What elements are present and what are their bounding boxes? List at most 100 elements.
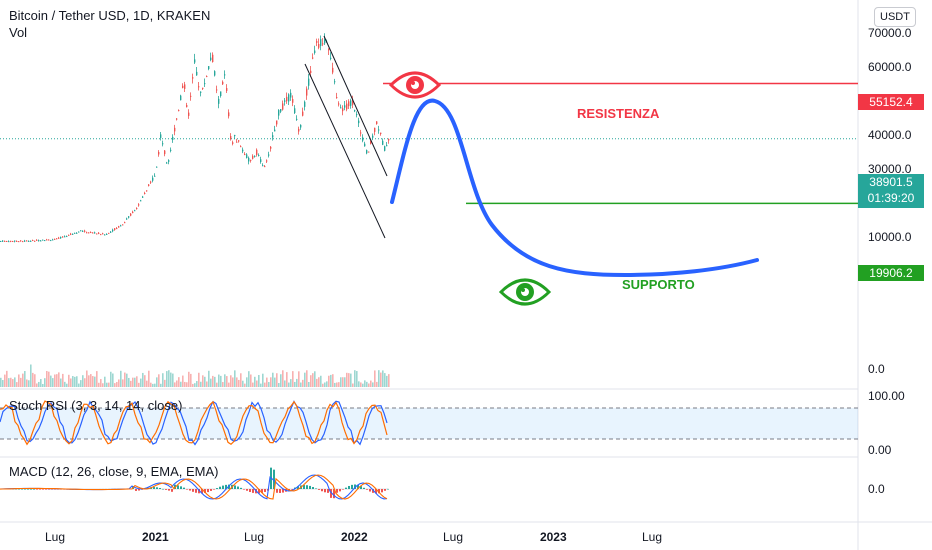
candle-body [328,49,330,51]
volume-bar [266,377,268,387]
macd-histogram-bar [381,489,383,493]
volume-bar [238,379,240,387]
volume-bar [298,371,300,387]
volume-bar [142,372,144,387]
macd-histogram-bar [216,488,218,489]
volume-bar [110,371,112,387]
macd-histogram-bar [195,489,197,493]
macd-histogram-bar [372,489,374,493]
candle-body [352,99,354,105]
volume-bar [232,377,234,387]
candle-body [284,100,286,102]
volume-bar [180,381,182,387]
macd-histogram-bar [162,488,164,490]
macd-histogram-bar [276,489,278,493]
volume-bar [92,376,94,387]
stoch-rsi-label[interactable]: Stoch RSI (3, 3, 14, 14, close) [9,398,183,413]
candle-body [344,105,346,108]
candle-body [252,155,254,159]
volume-bar [282,370,284,387]
volume-bar [212,375,214,387]
candle-body [2,240,4,242]
candle-body [140,200,142,202]
candle-body [262,165,264,167]
candle-body [62,236,64,238]
candle-body [218,98,220,104]
volume-bar [138,382,140,387]
candle-body [350,100,352,106]
candle-body [28,240,30,242]
macd-histogram-bar [33,488,35,490]
candle-body [264,166,266,168]
volume-bar [340,377,342,387]
volume-bar [204,376,206,387]
volume-bar [18,374,20,387]
candle-body [310,70,312,74]
macd-histogram-bar [135,489,137,491]
price-tick-label: 70000.0 [868,26,912,40]
time-tick-label: Lug [642,530,662,544]
candle-body [346,103,348,110]
macd-histogram-bar [201,489,203,494]
volume-bar [270,377,272,387]
macd-histogram-bar [24,488,26,490]
candle-body [10,240,12,242]
volume-bar [234,370,236,387]
volume-bar [148,370,150,387]
candle-body [242,149,244,152]
macd-histogram-bar [279,489,281,493]
candle-body [212,54,214,63]
volume-bar [126,373,128,387]
candle-body [200,91,202,93]
volume-bar [2,380,4,387]
candle-body [156,166,158,168]
volume-bar [14,377,16,387]
volume-bar [302,379,304,387]
macd-histogram-bar [330,489,332,498]
macd-label[interactable]: MACD (12, 26, close, 9, EMA, EMA) [9,464,219,479]
candle-body [276,120,278,125]
volume-bar [12,379,14,387]
volume-bar [206,381,208,387]
volume-bar [32,372,34,387]
resistance-label: RESISTENZA [577,106,660,121]
current-price-badge: 38901.5 01:39:20 [858,174,924,208]
candle-body [300,124,302,128]
volume-bar [156,377,158,387]
volume-bar [48,371,50,387]
candle-body [84,230,86,232]
volume-bar [86,370,88,387]
volume-bar [4,374,6,387]
volume-bar [354,370,356,387]
candle-body [348,101,350,107]
macd-histogram-bar [207,489,209,493]
stoch-rsi-k-line [0,400,388,446]
macd-histogram-bar [369,489,371,492]
macd-histogram-bar [54,489,56,490]
currency-button[interactable]: USDT [874,7,916,27]
candle-body [104,234,106,236]
volume-bar [222,382,224,387]
macd-histogram-bar [186,489,188,490]
volume-bar [366,381,368,387]
macd-histogram-bar [351,484,353,489]
candle-body [356,114,358,116]
macd-histogram-bar [336,489,338,493]
candle-body [20,240,22,242]
volume-bar [312,373,314,387]
volume-bar [202,375,204,387]
volume-bar [70,378,72,387]
macd-histogram-bar [30,488,32,490]
macd-histogram-bar [378,489,380,494]
candle-body [168,160,170,162]
candle-body [172,136,174,140]
candle-body [380,132,382,135]
candle-body [314,50,316,54]
candle-body [12,241,14,243]
macd-histogram-bar [219,486,221,489]
volume-bar [338,382,340,387]
candle-body [270,146,272,149]
eye-icon [498,278,552,306]
candle-body [182,85,184,88]
candle-body [160,134,162,138]
